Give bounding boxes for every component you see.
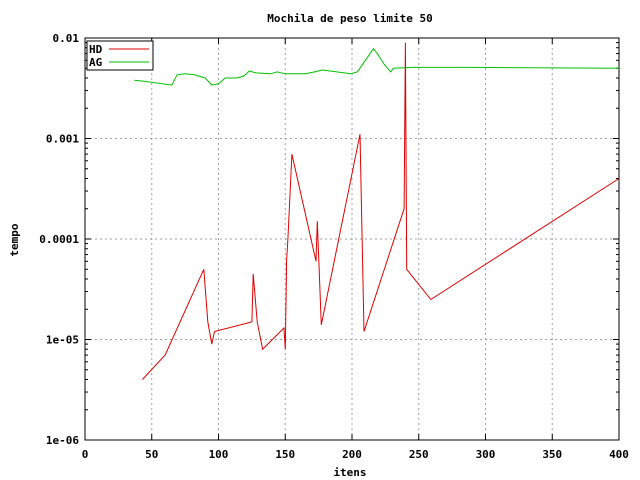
x-tick-label: 250	[409, 448, 429, 461]
x-tick-label: 400	[609, 448, 629, 461]
x-tick-label: 350	[542, 448, 562, 461]
legend-box	[86, 40, 154, 71]
x-axis-label: itens	[333, 466, 366, 479]
y-tick-label: 0.0001	[39, 233, 79, 246]
x-ticks: 0 50 100 150 200 250 300 350 400	[82, 38, 629, 461]
y-tick-label: 1e-05	[46, 334, 79, 347]
x-tick-label: 200	[342, 448, 362, 461]
x-tick-label: 50	[145, 448, 158, 461]
y-tick-label: 0.01	[53, 32, 80, 45]
x-tick-label: 300	[476, 448, 496, 461]
legend-label: AG	[89, 56, 103, 69]
y-ticks: 1e-06 1e-05 0.0001 0.001 0.01	[39, 32, 619, 447]
grid	[85, 38, 619, 440]
series-line-ag	[134, 47, 620, 86]
x-tick-label: 100	[209, 448, 229, 461]
x-tick-label: 0	[82, 448, 89, 461]
series-lines	[134, 42, 620, 380]
legend-label: HD	[89, 43, 103, 56]
chart-title: Mochila de peso limite 50	[267, 12, 433, 25]
y-tick-label: 1e-06	[46, 434, 79, 447]
y-tick-label: 0.001	[46, 133, 79, 146]
x-tick-label: 150	[275, 448, 295, 461]
y-axis-label: tempo	[8, 223, 21, 256]
series-line-hd	[142, 42, 620, 380]
